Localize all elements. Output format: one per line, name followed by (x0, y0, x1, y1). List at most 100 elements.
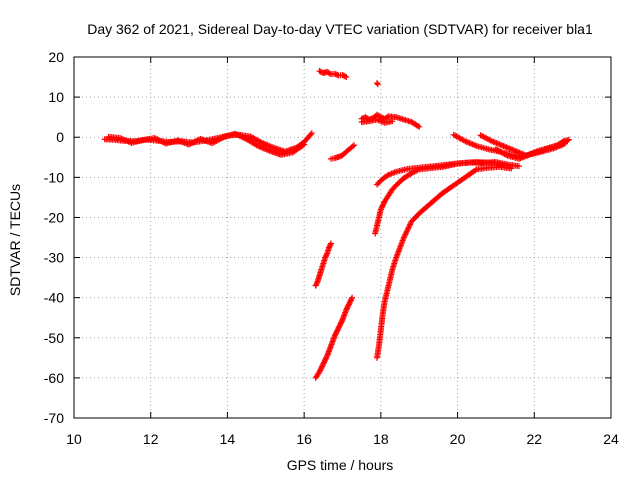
grid (74, 57, 611, 418)
data-point (378, 205, 385, 212)
data-point (564, 137, 571, 144)
y-tick-label: -40 (44, 290, 64, 306)
data-points (101, 68, 572, 381)
data-point (379, 202, 386, 209)
data-point (334, 327, 341, 334)
x-tick-label: 14 (220, 431, 236, 447)
data-point (508, 165, 515, 172)
data-point (377, 206, 384, 213)
data-point (317, 366, 324, 373)
data-point (313, 279, 320, 286)
data-point (332, 331, 339, 338)
data-point (349, 294, 356, 301)
x-tick-label: 18 (373, 431, 389, 447)
data-point (320, 359, 327, 366)
series-steep-1 (312, 240, 334, 289)
y-tick-label: -50 (44, 330, 64, 346)
data-point (504, 162, 511, 169)
data-point (323, 251, 330, 258)
series-late-3 (492, 140, 568, 162)
y-tick-label: -60 (44, 370, 64, 386)
series-short-neg (327, 142, 358, 162)
data-point (308, 130, 315, 137)
y-axis-label: SDTVAR / TECUs (7, 184, 23, 296)
data-point (321, 358, 328, 365)
y-tick-label: -10 (44, 169, 64, 185)
data-point (322, 254, 329, 261)
data-point (323, 354, 330, 361)
chart-title: Day 362 of 2021, Sidereal Day-to-day VTE… (87, 21, 593, 37)
data-point (333, 330, 340, 337)
data-point (565, 136, 572, 143)
data-point (320, 360, 327, 367)
data-point (331, 332, 338, 339)
data-point (374, 81, 381, 88)
data-point (351, 142, 358, 149)
data-point (348, 296, 355, 303)
data-point (338, 319, 345, 326)
data-point (345, 302, 352, 309)
data-point (326, 244, 333, 251)
data-point (338, 318, 345, 325)
data-point (342, 73, 349, 80)
data-point (327, 241, 334, 248)
series-isolated-1 (374, 80, 381, 88)
series-steep-2 (312, 294, 356, 381)
y-tick-label: 10 (48, 89, 64, 105)
y-tick-label: -70 (44, 410, 64, 426)
data-point (335, 324, 342, 331)
data-point (347, 297, 354, 304)
series-rise-3 (374, 159, 511, 188)
data-point (319, 363, 326, 370)
data-point (322, 356, 329, 363)
series-rise-2 (374, 163, 515, 361)
data-point (374, 80, 381, 87)
x-tick-label: 12 (143, 431, 159, 447)
data-point (379, 203, 386, 210)
series-baseline-early-b (105, 130, 308, 158)
plot-frame (73, 56, 612, 419)
data-point (472, 167, 479, 174)
data-point (301, 141, 308, 148)
data-point (313, 281, 320, 288)
series-arc-high (316, 68, 350, 81)
x-tick-label: 24 (603, 431, 619, 447)
data-point (349, 143, 356, 150)
data-point (380, 201, 387, 208)
data-point (326, 70, 333, 77)
data-point (336, 322, 343, 329)
data-point (414, 122, 421, 129)
data-point (317, 367, 324, 374)
data-point (336, 323, 343, 330)
x-axis-label: GPS time / hours (287, 457, 394, 473)
y-tick-label: -30 (44, 250, 64, 266)
data-point (316, 368, 323, 375)
data-point (343, 305, 350, 312)
data-point (326, 243, 333, 250)
data-point (416, 123, 423, 130)
data-point (561, 140, 568, 147)
data-point (322, 355, 329, 362)
data-point (347, 298, 354, 305)
data-point (515, 163, 522, 170)
data-point (322, 253, 329, 260)
x-tick-label: 10 (66, 431, 82, 447)
x-tick-label: 20 (450, 431, 466, 447)
series-arc-mid-b (358, 116, 396, 126)
x-tick-label: 16 (296, 431, 312, 447)
data-point (327, 240, 334, 247)
data-point (343, 306, 350, 313)
data-point (345, 301, 352, 308)
x-tick-label: 22 (526, 431, 542, 447)
data-point (319, 362, 326, 369)
data-point (343, 74, 350, 81)
data-point (333, 328, 340, 335)
data-point (312, 282, 319, 289)
data-point (337, 320, 344, 327)
y-tick-label: -20 (44, 209, 64, 225)
data-point (307, 131, 314, 138)
data-point (299, 142, 306, 149)
data-point (318, 364, 325, 371)
data-point (335, 326, 342, 333)
